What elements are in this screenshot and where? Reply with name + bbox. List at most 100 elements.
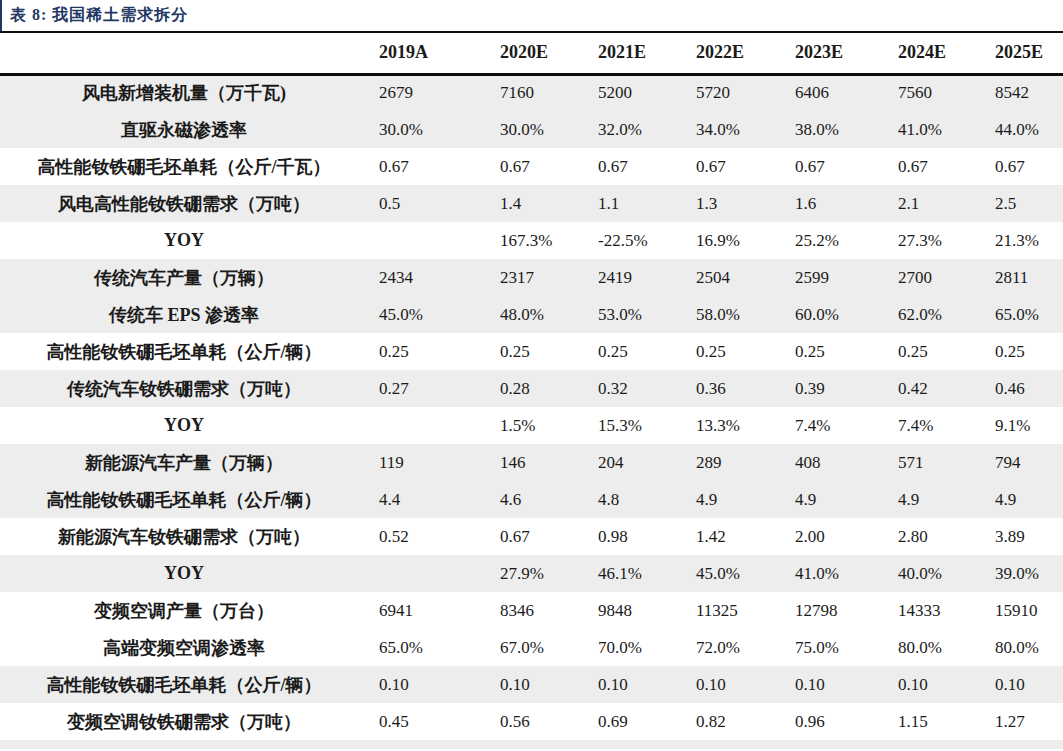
value-cell: 16.9% (685, 222, 784, 259)
row-label: 高性能钕铁硼毛坯单耗（公斤/辆） (0, 333, 368, 370)
row-label: 高端变频空调渗透率 (0, 629, 368, 666)
value-cell: 167.3% (489, 222, 587, 259)
value-cell: 5200 (587, 74, 685, 111)
value-cell: 0.25 (685, 333, 784, 370)
value-cell: 0.67 (489, 148, 587, 185)
table-row: 传统汽车钕铁硼需求（万吨）0.270.280.320.360.390.420.4… (0, 370, 1063, 407)
value-cell: 0.67 (784, 148, 887, 185)
value-cell: 80.0% (887, 629, 984, 666)
value-cell: 1.5% (489, 407, 587, 444)
value-cell: 0.39 (784, 370, 887, 407)
value-cell: 4.9 (984, 481, 1063, 518)
value-cell: 8542 (984, 74, 1063, 111)
value-cell: 27.3% (887, 222, 984, 259)
value-cell: 4.8 (587, 481, 685, 518)
value-cell: 4.4 (368, 481, 489, 518)
value-cell: 2434 (368, 259, 489, 296)
value-cell: 2419 (587, 259, 685, 296)
table-row: 高性能钕铁硼毛坯单耗（公斤/辆）4.44.64.84.94.94.94.9 (0, 481, 1063, 518)
value-cell: 289 (685, 444, 784, 481)
value-cell: 571 (887, 444, 984, 481)
table-row: 传统汽车产量（万辆）2434231724192504259927002811 (0, 259, 1063, 296)
value-cell: 0.27 (368, 370, 489, 407)
table-row: 风电高性能钕铁硼需求（万吨）0.51.41.11.31.62.12.5 (0, 185, 1063, 222)
header-year: 2022E (685, 33, 784, 74)
table-row: 新能源汽车钕铁硼需求（万吨）0.520.670.981.422.002.803.… (0, 518, 1063, 555)
value-cell: 39.0% (984, 555, 1063, 592)
row-label: 变频空调钕铁硼需求（万吨） (0, 703, 368, 740)
table-body: 风电新增装机量（万千瓦)2679716052005720640675608542… (0, 74, 1063, 740)
row-label: 新能源汽车钕铁硼需求（万吨） (0, 518, 368, 555)
value-cell: 48.0% (489, 296, 587, 333)
value-cell: 6941 (368, 592, 489, 629)
value-cell: 1.1 (587, 185, 685, 222)
value-cell: 15.3% (587, 407, 685, 444)
value-cell: 4.6 (489, 481, 587, 518)
value-cell: 7.4% (784, 407, 887, 444)
row-label: 风电新增装机量（万千瓦) (0, 74, 368, 111)
row-label: 变频空调产量（万台） (0, 592, 368, 629)
value-cell: 0.10 (587, 666, 685, 703)
value-cell: 0.25 (984, 333, 1063, 370)
row-label: 高性能钕铁硼毛坯单耗（公斤/辆） (0, 666, 368, 703)
header-year: 2024E (887, 33, 984, 74)
value-cell: 0.10 (984, 666, 1063, 703)
value-cell: 46.1% (587, 555, 685, 592)
value-cell: 2504 (685, 259, 784, 296)
value-cell: 0.52 (368, 518, 489, 555)
value-cell: 40.0% (887, 555, 984, 592)
value-cell: 65.0% (368, 629, 489, 666)
value-cell: 2700 (887, 259, 984, 296)
value-cell: 0.10 (784, 666, 887, 703)
row-label: 高性能钕铁硼毛坯单耗（公斤/辆） (0, 481, 368, 518)
value-cell: 2317 (489, 259, 587, 296)
value-cell: 38.0% (784, 111, 887, 148)
value-cell: 72.0% (685, 629, 784, 666)
value-cell: 21.3% (984, 222, 1063, 259)
value-cell: 0.98 (587, 518, 685, 555)
value-cell: 60.0% (784, 296, 887, 333)
value-cell: 2679 (368, 74, 489, 111)
value-cell: 58.0% (685, 296, 784, 333)
value-cell (368, 222, 489, 259)
value-cell: 119 (368, 444, 489, 481)
value-cell: 7.4% (887, 407, 984, 444)
table-row: 高端变频空调渗透率65.0%67.0%70.0%72.0%75.0%80.0%8… (0, 629, 1063, 666)
header-year: 2020E (489, 33, 587, 74)
value-cell: 0.25 (887, 333, 984, 370)
value-cell: 34.0% (685, 111, 784, 148)
value-cell: 1.3 (685, 185, 784, 222)
table-row: 高性能钕铁硼毛坯单耗（公斤/辆）0.250.250.250.250.250.25… (0, 333, 1063, 370)
value-cell: 14333 (887, 592, 984, 629)
row-label: 传统汽车产量（万辆） (0, 259, 368, 296)
header-year: 2025E (984, 33, 1063, 74)
value-cell: 1.4 (489, 185, 587, 222)
row-label: 高性能钕铁硼毛坯单耗（公斤/千瓦） (0, 148, 368, 185)
value-cell: 0.46 (984, 370, 1063, 407)
table-row: 直驱永磁渗透率30.0%30.0%32.0%34.0%38.0%41.0%44.… (0, 111, 1063, 148)
value-cell: 45.0% (685, 555, 784, 592)
table-row: 风电新增装机量（万千瓦)2679716052005720640675608542 (0, 74, 1063, 111)
value-cell: 8346 (489, 592, 587, 629)
value-cell: 1.15 (887, 703, 984, 740)
value-cell: 62.0% (887, 296, 984, 333)
value-cell: 0.5 (368, 185, 489, 222)
value-cell: 1.27 (984, 703, 1063, 740)
value-cell: 0.28 (489, 370, 587, 407)
table-row: 高性能钕铁硼毛坯单耗（公斤/辆）0.100.100.100.100.100.10… (0, 666, 1063, 703)
header-label-column (0, 33, 368, 74)
value-cell: 0.67 (685, 148, 784, 185)
value-cell: 0.25 (587, 333, 685, 370)
value-cell: 41.0% (784, 555, 887, 592)
header-year: 2019A (368, 33, 489, 74)
row-label: 传统汽车钕铁硼需求（万吨） (0, 370, 368, 407)
row-label: YOY (0, 555, 368, 592)
table-row: 新能源汽车产量（万辆）119146204289408571794 (0, 444, 1063, 481)
value-cell: 65.0% (984, 296, 1063, 333)
value-cell: 13.3% (685, 407, 784, 444)
value-cell: 30.0% (368, 111, 489, 148)
header-year: 2023E (784, 33, 887, 74)
value-cell: 15910 (984, 592, 1063, 629)
value-cell: 0.67 (368, 148, 489, 185)
value-cell: 0.10 (368, 666, 489, 703)
